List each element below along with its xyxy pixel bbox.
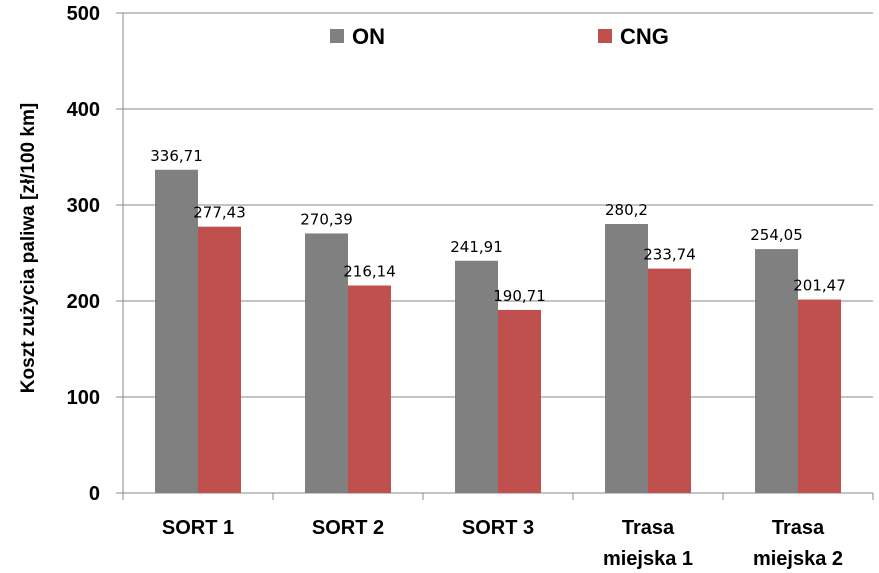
bars: [155, 169, 841, 493]
data-label-cng-4: 233,74: [643, 246, 696, 264]
y-tick-label: 400: [67, 99, 100, 121]
category-label: SORT 3: [462, 517, 534, 539]
bar-on-5: [755, 249, 798, 493]
bar-on-2: [305, 233, 348, 493]
data-label-on-2: 270,39: [300, 210, 353, 228]
data-labels: 336,71 270,39 241,91 280,2 254,05 277,43 216,1…: [150, 147, 846, 305]
data-label-on-3: 241,91: [450, 238, 503, 256]
data-label-cng-1: 277,43: [193, 204, 246, 222]
y-tick-label: 0: [89, 483, 100, 505]
category-labels: SORT 1 SORT 2 SORT 3 Trasa miejska 1 Trasa mie…: [162, 517, 843, 570]
y-tick-label: 200: [67, 291, 100, 313]
y-tick-label: 500: [67, 3, 100, 25]
data-label-on-5: 254,05: [750, 226, 803, 244]
gridlines: [123, 12, 873, 398]
legend-swatch-cng: [598, 29, 612, 43]
data-label-cng-5: 201,47: [793, 277, 846, 295]
category-label: SORT 1: [162, 517, 234, 539]
bar-on-3: [455, 260, 498, 493]
bar-cng-2: [348, 285, 391, 493]
axes: 0 100 200 300 400 500: [67, 3, 874, 505]
data-label-cng-3: 190,71: [493, 287, 546, 305]
data-label-on-4: 280,2: [605, 201, 648, 219]
data-label-cng-2: 216,14: [343, 263, 396, 281]
y-tick-label: 300: [67, 195, 100, 217]
y-axis-label: Koszt zużycia paliwa [zł/100 km]: [18, 103, 39, 393]
bar-on-1: [155, 169, 198, 493]
bar-on-4: [605, 224, 648, 493]
legend-label-on: ON: [352, 24, 385, 49]
bar-cng-3: [498, 309, 541, 493]
category-label: Trasa miejska 1: [603, 517, 693, 570]
data-label-on-1: 336,71: [150, 147, 203, 165]
legend: ON CNG: [330, 24, 669, 49]
legend-label-cng: CNG: [620, 24, 669, 49]
bar-cng-5: [798, 299, 841, 493]
category-label: Trasa miejska 2: [753, 517, 843, 570]
bar-cng-1: [198, 226, 241, 493]
bar-cng-4: [648, 268, 691, 493]
legend-swatch-on: [330, 29, 344, 43]
category-label: SORT 2: [312, 517, 384, 539]
y-tick-label: 100: [67, 387, 100, 409]
